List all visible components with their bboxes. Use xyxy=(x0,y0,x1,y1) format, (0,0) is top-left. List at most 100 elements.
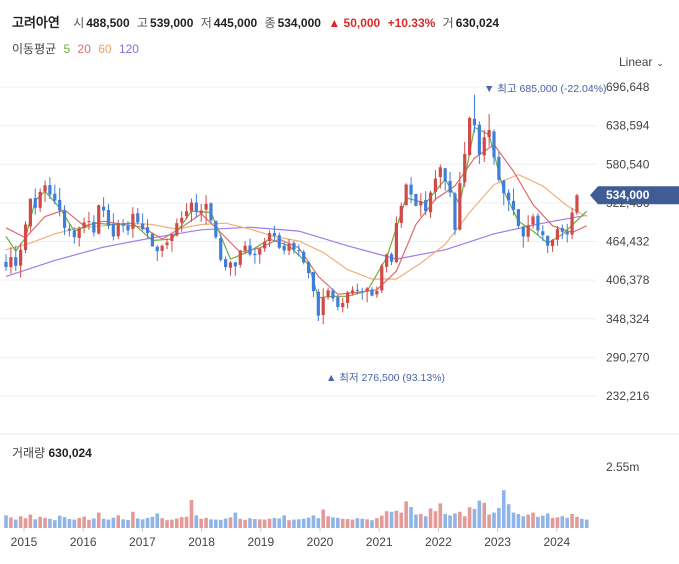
ma20-legend[interactable]: 20 xyxy=(77,42,91,56)
volume-bar xyxy=(292,519,296,528)
volume-bar xyxy=(267,518,272,528)
volume-bar xyxy=(521,516,526,528)
ma60-legend[interactable]: 60 xyxy=(98,42,112,56)
volume-bar xyxy=(462,516,467,528)
volume-bar xyxy=(228,517,233,528)
volume-bar xyxy=(77,517,81,528)
y-tick-label: 348,324 xyxy=(606,312,650,326)
candle xyxy=(458,183,462,230)
candle xyxy=(477,124,481,155)
high-annotation: ▼ 최고 685,000 (-22.04%) xyxy=(484,83,607,95)
volume-bar xyxy=(253,519,257,528)
candle xyxy=(136,213,140,223)
volume-bar xyxy=(506,504,511,528)
candle xyxy=(453,193,457,230)
volume-bar xyxy=(428,508,433,528)
volume-bar xyxy=(287,520,291,528)
candle xyxy=(385,254,389,267)
candle xyxy=(184,211,189,217)
volume-bar xyxy=(336,517,340,528)
candle xyxy=(77,228,81,238)
volume-bar xyxy=(53,520,57,528)
candle xyxy=(131,213,135,229)
candle xyxy=(180,217,184,223)
volume-bar xyxy=(170,519,174,528)
volume-bar xyxy=(179,517,184,528)
open-label: 시 xyxy=(73,16,85,30)
volume-bar xyxy=(101,518,106,528)
volume-bar xyxy=(477,500,482,528)
candle xyxy=(526,225,530,237)
volume-bar xyxy=(531,512,535,528)
volume-bar xyxy=(467,507,472,528)
volume-bar xyxy=(555,517,560,528)
volume-bar xyxy=(62,517,67,528)
volume-bar xyxy=(18,516,23,528)
scale-selector[interactable]: Linear ⌄ xyxy=(619,55,664,69)
ma-legend[interactable]: 이동평균 5 20 60 120 xyxy=(12,40,143,57)
ma120-legend[interactable]: 120 xyxy=(118,42,139,56)
volume-bar xyxy=(404,501,408,528)
candle xyxy=(43,185,47,192)
x-tick-label: 2018 xyxy=(188,535,215,549)
volume-bar xyxy=(419,514,423,528)
volume-bar xyxy=(272,517,277,528)
candle xyxy=(531,216,535,225)
candle xyxy=(414,193,418,206)
volume-bar xyxy=(126,519,130,528)
volume-bar xyxy=(375,518,379,528)
volume-bar xyxy=(365,519,369,528)
volume-bar xyxy=(57,515,62,528)
candle xyxy=(82,222,86,229)
ma5-legend[interactable]: 5 xyxy=(63,42,71,56)
candle xyxy=(126,225,130,231)
volume-bar xyxy=(414,514,418,528)
candle xyxy=(516,209,520,226)
volume-value: 630,024 xyxy=(455,16,500,30)
volume-bar xyxy=(550,517,555,528)
volume-bar xyxy=(501,490,506,528)
scale-selector-label: Linear xyxy=(619,55,653,69)
candle xyxy=(111,224,115,237)
volume-bar xyxy=(511,512,516,528)
volume-bar xyxy=(311,515,316,528)
x-tick-label: 2015 xyxy=(11,535,38,549)
candle xyxy=(48,185,52,195)
candle xyxy=(228,262,233,268)
x-tick-label: 2021 xyxy=(366,535,393,549)
y-tick-label: 638,594 xyxy=(606,119,650,133)
candle xyxy=(287,243,291,251)
volume-bar xyxy=(340,518,345,528)
ma60-line xyxy=(5,173,587,280)
candle xyxy=(472,118,477,126)
volume-bar xyxy=(282,515,286,528)
candle xyxy=(53,193,57,201)
x-tick-label: 2020 xyxy=(307,535,334,549)
volume-bar xyxy=(394,510,399,528)
y-tick-label: 696,648 xyxy=(606,80,650,94)
volume-bar xyxy=(38,516,42,528)
volume-bar xyxy=(570,514,574,528)
candle xyxy=(238,250,242,265)
candle xyxy=(507,192,511,201)
volume-bar xyxy=(257,519,262,528)
volume-bar xyxy=(545,513,550,528)
candle xyxy=(341,302,345,308)
y-tick-label: 406,378 xyxy=(606,273,650,287)
volume-bar xyxy=(194,515,199,528)
volume-bar xyxy=(423,516,428,528)
volume-bar xyxy=(326,516,330,528)
volume-bar xyxy=(199,518,203,528)
candle xyxy=(482,137,486,156)
candle xyxy=(389,254,394,262)
price-header: 고려아연 시 488,500 고 539,000 저 445,000 종 534,000… xyxy=(12,12,499,31)
candle xyxy=(560,228,564,232)
volume-label: 거 xyxy=(442,16,454,30)
volume-bar xyxy=(536,516,540,528)
y-tick-label: 464,432 xyxy=(606,235,650,249)
candle xyxy=(33,197,37,208)
volume-bar xyxy=(497,507,501,528)
volume-bar xyxy=(399,512,404,528)
volume-bar xyxy=(92,518,96,528)
